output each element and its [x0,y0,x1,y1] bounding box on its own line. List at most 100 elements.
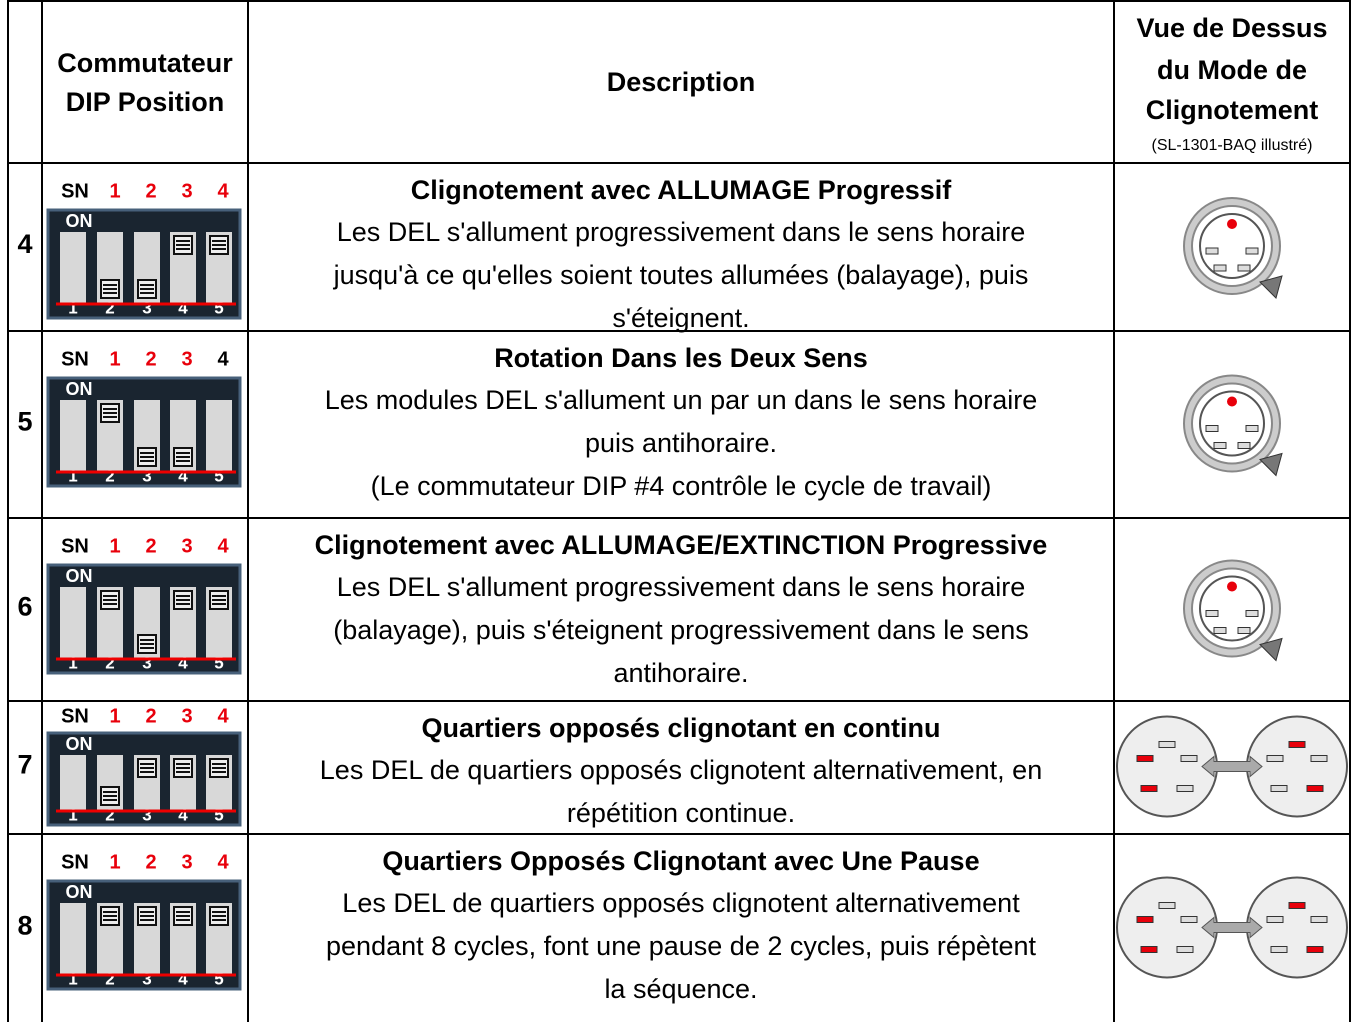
icon-led [1180,755,1198,762]
icon-led [1270,946,1288,953]
cell-text: 3 [142,969,151,988]
icon-led [1270,785,1288,792]
cell-text: (SL-1301-BAQ illustré) [1152,137,1313,154]
cell-text: 5 [214,653,223,672]
cell-text: SN [61,705,89,727]
cell-text: 1 [68,298,77,317]
cell-text: 3 [181,705,192,727]
icon-led [1288,902,1306,909]
icon-arrow [1201,916,1263,939]
view-icon [1183,374,1283,477]
cell-text: la séquence. [604,974,757,1004]
cell-text: SN [61,180,89,202]
icon-led [1205,247,1219,255]
icon-led [1140,785,1158,792]
cell-text: 5 [214,298,223,317]
icon-led [1237,442,1251,449]
icon-ring [1185,376,1279,471]
cell-text: du Mode de [1157,55,1307,85]
cell-text: 4 [178,653,188,672]
cell-text: 2 [105,805,114,824]
cell-text: 1 [68,653,77,672]
icon-led [1306,785,1324,792]
cell-text: 4 [217,180,229,202]
cell-text: jusqu'à ce qu'elles soient toutes allumé… [333,260,1029,290]
cell-text: 1 [109,180,120,202]
icon-led [1245,425,1259,432]
cell-text: SN [61,348,89,370]
dip-slot [60,755,86,811]
view-icon [1183,559,1283,662]
icon-arrow [1201,755,1263,778]
icon-led [1237,627,1251,634]
cell-text: 4 [178,805,188,824]
cell-text: pendant 8 cycles, font une pause de 2 cy… [326,931,1036,961]
icon-led [1205,610,1219,617]
icon-ring [1185,561,1279,656]
cell-text: ON [66,882,93,902]
dip-slot [60,903,86,975]
cell-text: 4 [178,969,188,988]
cell-text: 5 [214,805,223,824]
cell-text: 3 [181,348,192,370]
cell-text: puis antihoraire. [585,428,777,458]
icon-led [1306,946,1324,953]
icon-body [1199,390,1265,457]
cell-text: s'éteignent. [612,303,749,333]
cell-text: 7 [17,750,32,780]
icon-led [1266,755,1284,762]
icon-led [1227,396,1237,407]
cell-text: 3 [142,298,151,317]
cell-text: 2 [145,348,156,370]
cell-text: 4 [217,705,229,727]
cell-text: 3 [181,180,192,202]
icon-led [1266,916,1284,923]
icon-led [1205,425,1219,432]
cell-text: SN [61,851,89,873]
icon-led [1310,916,1328,923]
icon-led [1213,264,1227,272]
dip-slot [60,587,86,659]
cell-text: Les DEL s'allument progressivement dans … [337,217,1026,247]
icon-led [1158,902,1176,909]
cell-text: 1 [68,805,77,824]
icon-led [1245,247,1259,255]
cell-text: Les modules DEL s'allument un par un dan… [325,385,1038,415]
icon-led [1237,264,1251,272]
cell-text: ON [66,211,93,231]
icon-led [1245,610,1259,617]
cell-text: antihoraire. [613,658,748,688]
icon-led [1227,219,1237,229]
cell-text: 2 [105,466,114,485]
icon-led [1176,785,1194,792]
cell-text: 5 [17,407,32,437]
cell-text: Les DEL s'allument progressivement dans … [337,572,1026,602]
cell-text: Quartiers Opposés Clignotant avec Une Pa… [382,846,979,876]
cell-text: ON [66,734,93,754]
cell-text: 2 [145,535,156,557]
icon-led [1213,442,1227,449]
icon-led [1180,916,1198,923]
cell-text: ON [66,379,93,399]
cell-text: DIP Position [66,87,225,117]
cell-text: (balayage), puis s'éteignent progressive… [333,615,1029,645]
cell-text: 3 [181,535,192,557]
cell-text: 2 [145,180,156,202]
cell-text: 1 [109,535,120,557]
cell-text: 5 [214,969,223,988]
cell-text: 2 [105,298,114,317]
cell-text: 5 [214,466,223,485]
cell-text: 4 [178,298,188,317]
cell-text: 1 [68,466,77,485]
cell-text: 4 [17,229,32,259]
cell-text: 1 [109,851,120,873]
icon-led [1136,755,1154,762]
cell-text: Les DEL de quartiers opposés clignotent … [342,888,1020,918]
cell-text: Description [607,67,756,97]
icon-arrow [1259,275,1283,299]
icon-body [1199,575,1265,642]
view-icon [1183,197,1283,299]
cell-text: 4 [217,348,229,370]
icon-led [1136,916,1154,923]
